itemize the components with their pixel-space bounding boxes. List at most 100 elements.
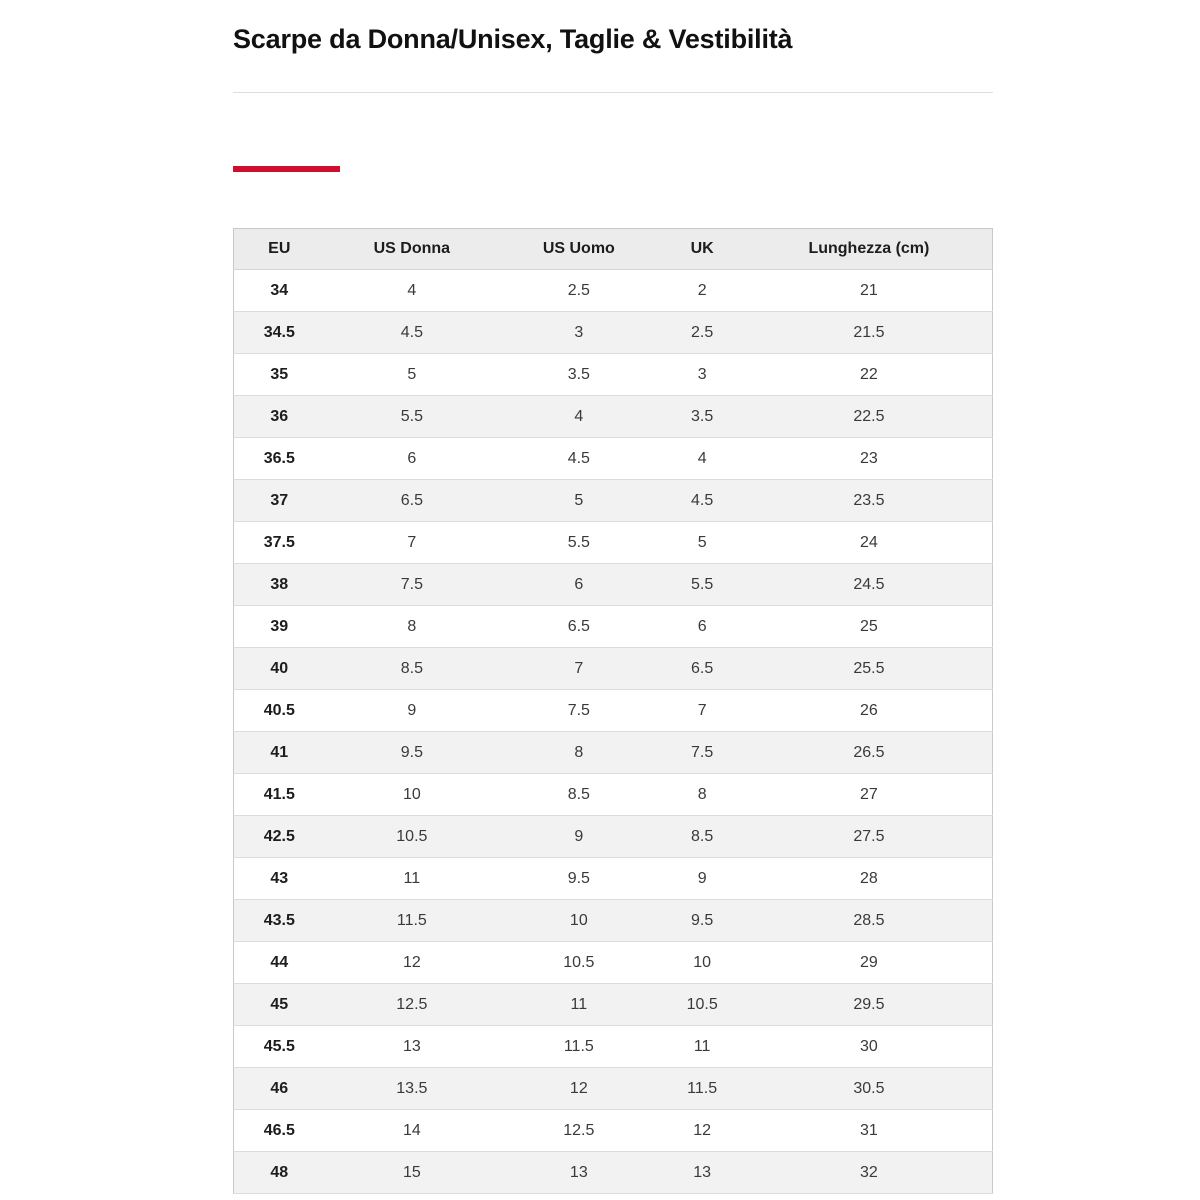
table-cell: 10.5 xyxy=(324,815,500,858)
table-cell: 9.5 xyxy=(499,857,659,900)
table-cell: 4 xyxy=(499,395,659,438)
table-cell: 13 xyxy=(658,1151,746,1194)
table-cell: 11.5 xyxy=(324,899,500,942)
table-cell: 4.5 xyxy=(324,311,500,354)
accent-bar xyxy=(233,166,340,172)
table-cell: 2.5 xyxy=(658,311,746,354)
table-cell: 15 xyxy=(324,1151,500,1194)
table-cell: 43.5 xyxy=(233,899,325,942)
table-cell: 41 xyxy=(233,731,325,774)
table-cell: 9 xyxy=(324,689,500,732)
table-cell: 23.5 xyxy=(745,479,993,522)
column-header: US Donna xyxy=(324,228,500,270)
table-cell: 21 xyxy=(745,269,993,312)
table-row: 36 5.5 4 3.5 22.5 xyxy=(233,395,993,438)
table-cell: 6 xyxy=(324,437,500,480)
table-cell: 11 xyxy=(324,857,500,900)
table-cell: 6 xyxy=(658,605,746,648)
table-cell: 27.5 xyxy=(745,815,993,858)
table-cell: 12 xyxy=(324,941,500,984)
table-cell: 43 xyxy=(233,857,325,900)
table-row: 45.5 13 11.5 11 30 xyxy=(233,1025,993,1068)
table-cell: 41.5 xyxy=(233,773,325,816)
table-cell: 11.5 xyxy=(658,1067,746,1110)
table-row: 41.5 10 8.5 8 27 xyxy=(233,773,993,816)
table-cell: 6.5 xyxy=(499,605,659,648)
table-cell: 3 xyxy=(658,353,746,396)
table-cell: 7 xyxy=(658,689,746,732)
table-cell: 46.5 xyxy=(233,1109,325,1152)
table-cell: 12.5 xyxy=(324,983,500,1026)
table-cell: 36 xyxy=(233,395,325,438)
table-cell: 5.5 xyxy=(499,521,659,564)
table-cell: 9 xyxy=(499,815,659,858)
table-cell: 31 xyxy=(745,1109,993,1152)
table-cell: 35 xyxy=(233,353,325,396)
table-row: 46 13.5 12 11.5 30.5 xyxy=(233,1067,993,1110)
table-cell: 6 xyxy=(499,563,659,606)
table-cell: 4.5 xyxy=(499,437,659,480)
table-cell: 25 xyxy=(745,605,993,648)
table-cell: 22 xyxy=(745,353,993,396)
table-cell: 9.5 xyxy=(658,899,746,942)
table-body: 34 4 2.5 2 21 34.5 4.5 3 2.5 21.5 35 5 3.5 3 22 36 5.5 4 3… xyxy=(233,269,993,1194)
table-cell: 8.5 xyxy=(499,773,659,816)
table-cell: 3.5 xyxy=(658,395,746,438)
table-row: 45 12.5 11 10.5 29.5 xyxy=(233,983,993,1026)
table-cell: 7 xyxy=(324,521,500,564)
table-cell: 4 xyxy=(658,437,746,480)
table-row: 38 7.5 6 5.5 24.5 xyxy=(233,563,993,606)
table-cell: 2.5 xyxy=(499,269,659,312)
table-cell: 45.5 xyxy=(233,1025,325,1068)
table-cell: 36.5 xyxy=(233,437,325,480)
table-cell: 3.5 xyxy=(499,353,659,396)
table-cell: 40.5 xyxy=(233,689,325,732)
table-cell: 26.5 xyxy=(745,731,993,774)
table-cell: 30 xyxy=(745,1025,993,1068)
table-row: 39 8 6.5 6 25 xyxy=(233,605,993,648)
table-cell: 8 xyxy=(499,731,659,774)
table-cell: 12 xyxy=(658,1109,746,1152)
table-row: 35 5 3.5 3 22 xyxy=(233,353,993,396)
table-cell: 6.5 xyxy=(658,647,746,690)
column-header: Lunghezza (cm) xyxy=(745,228,993,270)
table-cell: 7.5 xyxy=(499,689,659,732)
table-row: 34 4 2.5 2 21 xyxy=(233,269,993,312)
table-cell: 45 xyxy=(233,983,325,1026)
table-cell: 3 xyxy=(499,311,659,354)
table-cell: 5.5 xyxy=(324,395,500,438)
title-divider xyxy=(233,92,993,93)
table-cell: 48 xyxy=(233,1151,325,1194)
table-cell: 8.5 xyxy=(658,815,746,858)
table-cell: 34 xyxy=(233,269,325,312)
table-header-row: EU US Donna US Uomo UK Lunghezza (cm) xyxy=(233,228,993,270)
size-chart-table: EU US Donna US Uomo UK Lunghezza (cm) 34 4 2.5… xyxy=(233,228,993,1194)
table-cell: 7.5 xyxy=(658,731,746,774)
table-cell: 40 xyxy=(233,647,325,690)
table-cell: 11 xyxy=(499,983,659,1026)
table-cell: 46 xyxy=(233,1067,325,1110)
table-cell: 9.5 xyxy=(324,731,500,774)
table-cell: 26 xyxy=(745,689,993,732)
table-row: 41 9.5 8 7.5 26.5 xyxy=(233,731,993,774)
table-cell: 28 xyxy=(745,857,993,900)
table-cell: 13.5 xyxy=(324,1067,500,1110)
table-row: 37 6.5 5 4.5 23.5 xyxy=(233,479,993,522)
table-cell: 10 xyxy=(324,773,500,816)
page-title: Scarpe da Donna/Unisex, Taglie & Vestibi… xyxy=(233,24,793,54)
table-cell: 8 xyxy=(658,773,746,816)
table-cell: 28.5 xyxy=(745,899,993,942)
table-row: 43.5 11.5 10 9.5 28.5 xyxy=(233,899,993,942)
table-row: 37.5 7 5.5 5 24 xyxy=(233,521,993,564)
table-cell: 13 xyxy=(499,1151,659,1194)
table-cell: 10 xyxy=(658,941,746,984)
table-cell: 44 xyxy=(233,941,325,984)
table-cell: 25.5 xyxy=(745,647,993,690)
table-cell: 10 xyxy=(499,899,659,942)
table-row: 34.5 4.5 3 2.5 21.5 xyxy=(233,311,993,354)
table-cell: 11.5 xyxy=(499,1025,659,1068)
table-cell: 24.5 xyxy=(745,563,993,606)
table-cell: 24 xyxy=(745,521,993,564)
table-cell: 27 xyxy=(745,773,993,816)
table-row: 36.5 6 4.5 4 23 xyxy=(233,437,993,480)
